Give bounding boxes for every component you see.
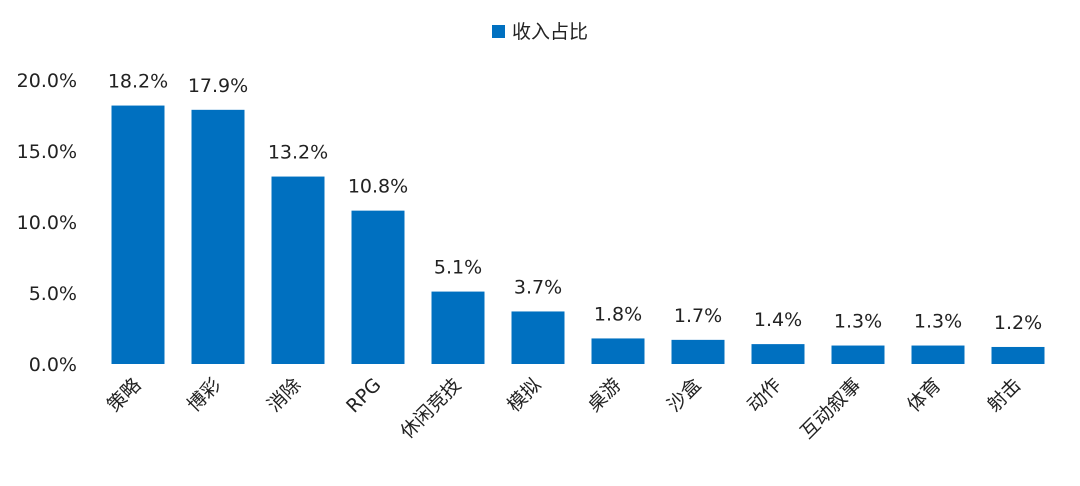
x-category-label: RPG [342,374,385,417]
x-category-label: 动作 [743,374,785,416]
data-label: 1.4% [754,309,802,331]
data-label: 13.2% [268,142,328,164]
x-category-label: 体育 [903,374,945,416]
x-category-label: 互动叙事 [796,374,865,443]
bar [511,311,565,364]
x-axis: 策略 博彩 消除 RPG 休闲竞技 模拟 桌游 沙盒 动作 互动叙事 体育 射击 [103,374,1025,443]
data-label: 5.1% [434,257,482,279]
x-category-label: 射击 [983,374,1025,416]
y-tick-label: 15.0% [17,141,77,163]
x-category-label: 沙盒 [663,374,705,416]
bar [191,109,245,364]
x-category-label: 模拟 [503,374,545,416]
x-category-label: 桌游 [583,374,625,416]
data-label: 1.3% [834,311,882,333]
x-category-label: 博彩 [183,374,225,416]
y-tick-label: 0.0% [29,354,77,376]
legend: 收入占比 [492,21,588,43]
data-label: 10.8% [348,176,408,198]
bar [431,291,485,364]
x-category-label: 策略 [103,374,145,416]
data-label: 3.7% [514,276,562,298]
x-category-label: 消除 [263,374,305,416]
bar [831,345,885,364]
data-label: 1.2% [994,312,1042,334]
data-label: 1.7% [674,305,722,327]
bar [591,338,645,364]
bar [671,339,725,364]
bar [351,210,405,364]
x-category-label: 休闲竞技 [396,374,465,443]
legend-swatch [492,25,505,38]
data-label: 1.3% [914,311,962,333]
data-label: 17.9% [188,75,248,97]
data-labels-group: 18.2% 17.9% 13.2% 10.8% 5.1% 3.7% 1.8% 1.7% 1.4%… [108,71,1042,334]
data-label: 1.8% [594,303,642,325]
bar [751,344,805,364]
y-tick-label: 20.0% [17,70,77,92]
bar [271,176,325,364]
bars-group [111,105,1045,364]
y-tick-label: 5.0% [29,283,77,305]
bar [991,346,1045,364]
y-tick-label: 10.0% [17,212,77,234]
bar [911,345,965,364]
legend-label: 收入占比 [512,21,588,43]
bar [111,105,165,364]
y-axis: 0.0% 5.0% 10.0% 15.0% 20.0% [17,70,77,376]
data-label: 18.2% [108,71,168,93]
